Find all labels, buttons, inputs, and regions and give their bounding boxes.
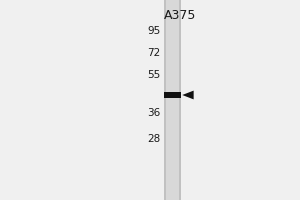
- Polygon shape: [182, 91, 194, 99]
- Bar: [164, 92, 181, 98]
- Bar: [179, 0, 181, 200]
- Bar: [164, 0, 181, 200]
- Text: 55: 55: [147, 70, 161, 80]
- Text: 95: 95: [147, 26, 161, 36]
- Bar: [164, 0, 166, 200]
- Text: 72: 72: [147, 48, 161, 58]
- Text: A375: A375: [164, 9, 196, 22]
- Text: 36: 36: [147, 108, 161, 118]
- Text: 28: 28: [147, 134, 161, 144]
